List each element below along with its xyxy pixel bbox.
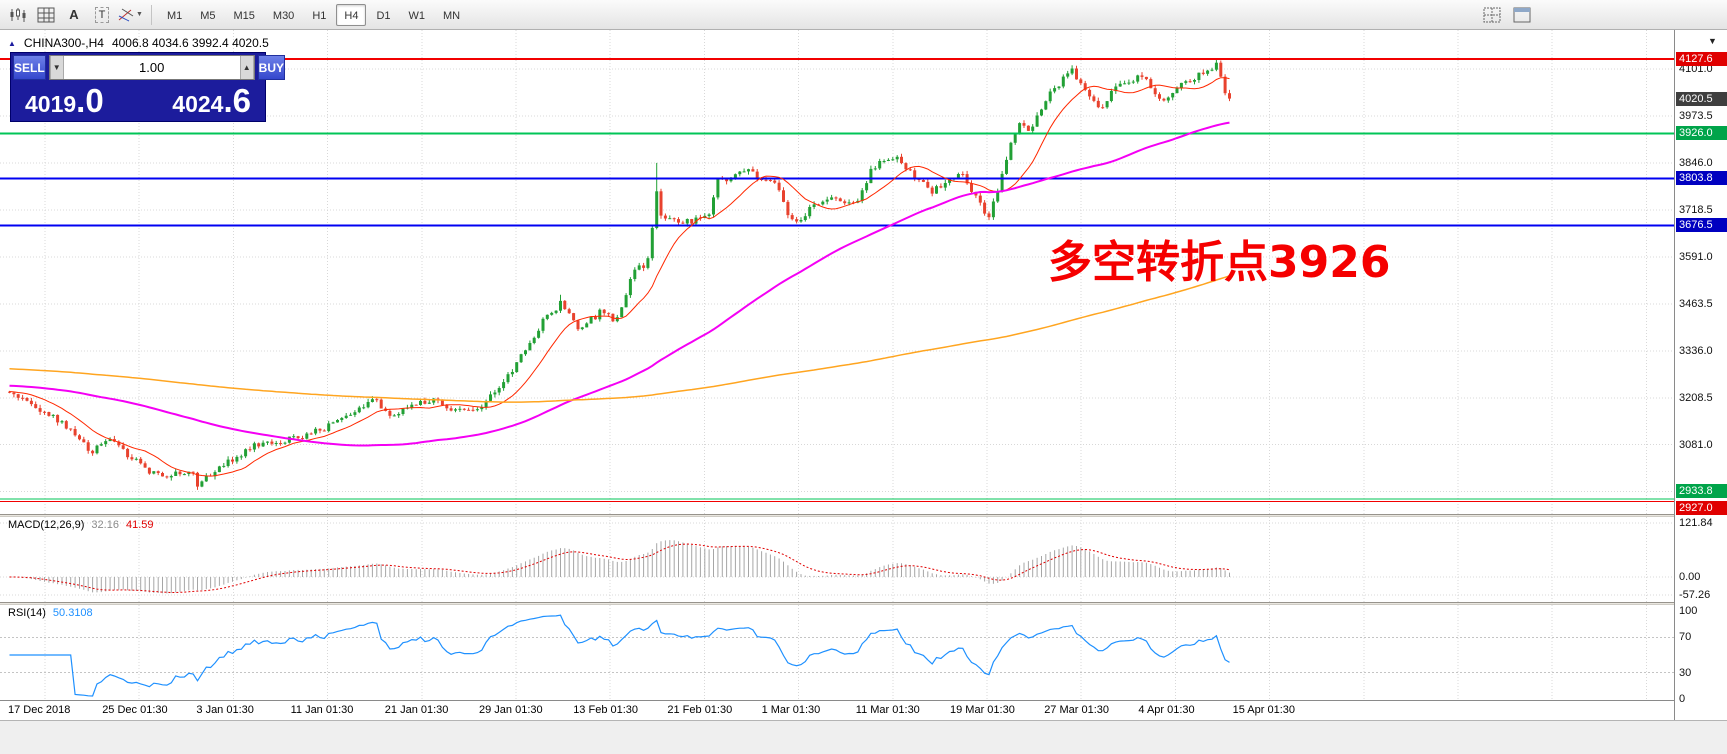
sell-button[interactable]: SELL bbox=[13, 55, 46, 80]
timeframe-button-m15[interactable]: M15 bbox=[233, 9, 255, 22]
rsi-name: RSI(14) bbox=[8, 607, 46, 619]
timeframe-button-m1[interactable]: M1 bbox=[166, 9, 183, 22]
timeframe-button-m5[interactable]: M5 bbox=[200, 9, 216, 22]
text-label-icon[interactable]: A bbox=[69, 7, 79, 22]
volume-increase-button[interactable]: ▲ bbox=[239, 56, 254, 79]
timeframe-button-w1[interactable]: W1 bbox=[408, 9, 426, 22]
panel-splitter-rsi[interactable] bbox=[0, 602, 1727, 605]
price-tick: 3081.0 bbox=[1679, 438, 1713, 451]
rsi-value: 50.3108 bbox=[52, 607, 93, 619]
price-int: 4019 bbox=[25, 91, 77, 117]
rsi-label: RSI(14) 50.3108 bbox=[8, 607, 93, 619]
price-tick: 3208.5 bbox=[1679, 391, 1713, 404]
price-tick: 3463.5 bbox=[1679, 297, 1713, 310]
time-label: 29 Jan 01:30 bbox=[479, 704, 543, 716]
price-tick: 3336.0 bbox=[1679, 344, 1713, 357]
time-label: 17 Dec 2018 bbox=[8, 704, 71, 716]
rsi-scale-tick: 100 bbox=[1679, 605, 1698, 617]
time-label: 27 Mar 01:30 bbox=[1044, 704, 1110, 716]
cursor-arrow-icon: ▼ bbox=[1708, 36, 1717, 46]
time-label: 4 Apr 01:30 bbox=[1138, 704, 1195, 716]
timeframe-button-d1[interactable]: D1 bbox=[376, 9, 391, 22]
price-tick: 3973.5 bbox=[1679, 109, 1713, 122]
price-tick: 3591.0 bbox=[1679, 250, 1713, 263]
macd-main-value: 32.16 bbox=[91, 519, 119, 531]
time-label: 13 Feb 01:30 bbox=[573, 704, 639, 716]
rsi-scale-tick: 0 bbox=[1679, 693, 1686, 705]
price-badge: 2933.8 bbox=[1676, 484, 1727, 498]
macd-panel-canvas[interactable] bbox=[0, 517, 1674, 602]
time-axis[interactable]: 17 Dec 2018 25 Dec 01:30 3 Jan 01:30 11 Jan… bbox=[0, 701, 1674, 720]
time-label: 25 Dec 01:30 bbox=[102, 704, 168, 716]
charts-icon[interactable] bbox=[5, 3, 31, 27]
macd-signal-value: 41.59 bbox=[125, 519, 154, 531]
sell-price[interactable]: 4019.0 bbox=[25, 82, 104, 120]
price-int: 4024 bbox=[172, 91, 224, 117]
price-badge: 4020.5 bbox=[1676, 91, 1727, 106]
panel-splitter-macd[interactable] bbox=[0, 514, 1727, 517]
time-label: 11 Mar 01:30 bbox=[855, 704, 920, 716]
one-click-collapse-icon[interactable]: ▲ bbox=[8, 38, 16, 48]
price-scale[interactable]: 4101.0 3973.5 3846.0 3718.5 3591.0 3463.5 3336… bbox=[1674, 30, 1727, 720]
price-tick: 3846.0 bbox=[1679, 156, 1713, 169]
price-badge: 2927.0 bbox=[1676, 500, 1727, 515]
window-layout-icon[interactable] bbox=[1509, 3, 1535, 27]
chart-annotation-text[interactable]: 多空转折点3926 bbox=[1048, 237, 1391, 288]
grid-toggle-icon[interactable] bbox=[1479, 3, 1505, 27]
macd-scale-tick: -57.26 bbox=[1679, 589, 1711, 601]
chart-window[interactable]: 17 Dec 2018 25 Dec 01:30 3 Jan 01:30 11 Jan… bbox=[0, 30, 1727, 754]
price-pips: .6 bbox=[223, 82, 251, 119]
macd-scale-tick: 0.00 bbox=[1679, 571, 1701, 583]
main-toolbar: A T ▼ M1 M5 M15 M30 H1 H4 D1 W1 MN bbox=[0, 0, 1727, 30]
volume-decrease-button[interactable]: ▼ bbox=[49, 56, 64, 79]
macd-label: MACD(12,26,9) 32.16 41.59 bbox=[8, 519, 153, 531]
buy-price[interactable]: 4024.6 bbox=[172, 82, 251, 120]
timeframe-button-m30[interactable]: M30 bbox=[272, 9, 295, 22]
text-box-icon[interactable]: T bbox=[89, 3, 115, 27]
rsi-scale-tick: 70 bbox=[1679, 631, 1692, 643]
one-click-trade-panel: SELL ▼ ▲ BUY 4019.0 4024.6 bbox=[10, 52, 286, 122]
price-badge: 3803.8 bbox=[1676, 171, 1727, 186]
time-label: 3 Jan 01:30 bbox=[196, 704, 254, 716]
rsi-panel-canvas[interactable] bbox=[0, 605, 1674, 700]
time-label: 15 Apr 01:30 bbox=[1232, 704, 1295, 716]
dropdown-caret-icon: ▼ bbox=[136, 11, 143, 18]
time-label: 19 Mar 01:30 bbox=[950, 704, 1015, 716]
time-label: 1 Mar 01:30 bbox=[761, 704, 821, 716]
macd-name: MACD(12,26,9) bbox=[8, 519, 85, 531]
timeframe-button-h1[interactable]: H1 bbox=[312, 9, 327, 22]
time-label: 21 Jan 01:30 bbox=[384, 704, 449, 716]
macd-scale-tick: 121.84 bbox=[1679, 517, 1713, 529]
timeframe-button-mn[interactable]: MN bbox=[443, 9, 461, 22]
chart-ohlc-header: ▲ CHINA300-,H4 4006.8 4034.6 3992.4 4020… bbox=[8, 36, 269, 50]
time-label: 21 Feb 01:30 bbox=[667, 704, 733, 716]
buy-button[interactable]: BUY bbox=[257, 55, 286, 80]
toolbar-separator bbox=[150, 4, 152, 25]
main-chart-canvas[interactable] bbox=[0, 30, 1674, 514]
price-badge: 3676.5 bbox=[1676, 218, 1727, 233]
price-badge: 3926.0 bbox=[1676, 126, 1727, 141]
symbol-label: CHINA300-,H4 bbox=[23, 36, 104, 50]
ohlc-values: 4006.8 4034.6 3992.4 4020.5 bbox=[111, 36, 269, 50]
indicators-grid-icon[interactable] bbox=[33, 3, 59, 27]
price-pips: .0 bbox=[76, 82, 104, 119]
price-badge: 4127.6 bbox=[1676, 52, 1727, 67]
rsi-scale-tick: 30 bbox=[1679, 667, 1692, 679]
price-tick: 3718.5 bbox=[1679, 203, 1713, 216]
timeframe-group: M1 M5 M15 M30 H1 H4 D1 W1 MN bbox=[158, 3, 469, 26]
bottom-filler bbox=[0, 720, 1727, 754]
time-label: 11 Jan 01:30 bbox=[290, 704, 354, 716]
time-axis-border bbox=[0, 700, 1727, 701]
drawing-tools-icon[interactable]: ▼ bbox=[117, 3, 144, 27]
volume-input[interactable] bbox=[63, 56, 240, 79]
timeframe-button-h4[interactable]: H4 bbox=[336, 3, 367, 26]
volume-box: ▼ ▲ bbox=[48, 55, 255, 80]
